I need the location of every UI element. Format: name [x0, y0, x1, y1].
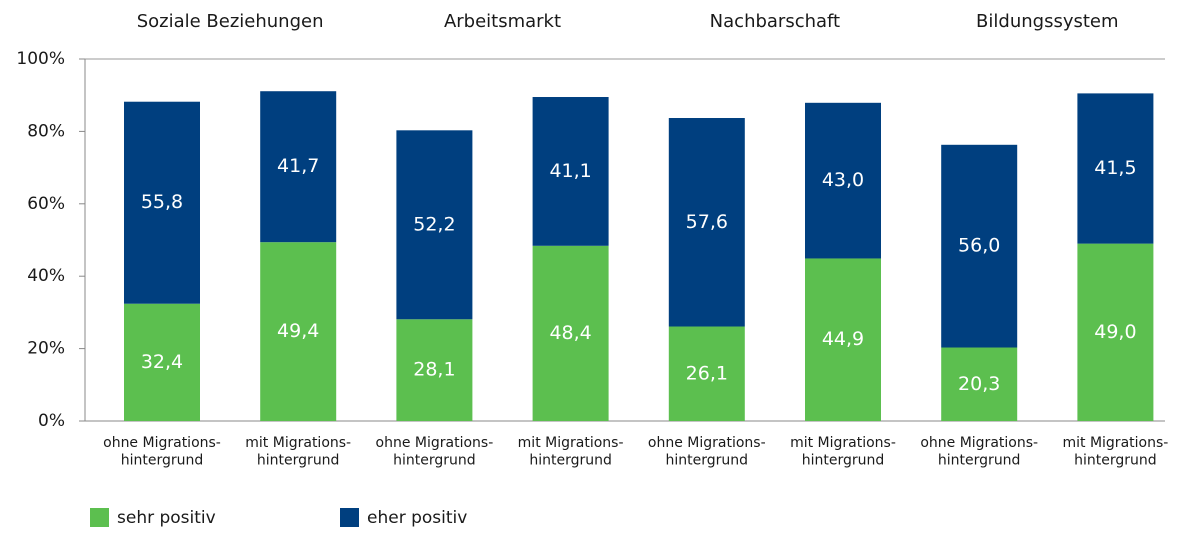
bar-segment	[260, 242, 337, 421]
bar-segment	[532, 97, 609, 246]
bar-segment	[124, 303, 200, 421]
value-label: 49,4	[277, 320, 319, 342]
bar-segment	[805, 258, 881, 421]
bar-segment	[668, 326, 745, 421]
bar-segment	[124, 101, 200, 304]
x-tick-label: ohne Migrations-hintergrund	[648, 435, 766, 469]
value-label: 52,2	[413, 213, 455, 235]
x-tick-label: mit Migrations-hintergrund	[518, 435, 624, 469]
x-tick-label: mit Migrations-hintergrund	[1062, 435, 1168, 469]
value-label: 43,0	[822, 169, 864, 191]
bar-segment	[1077, 243, 1154, 421]
bar-segment	[532, 245, 609, 421]
value-label: 41,5	[1094, 157, 1136, 179]
y-tick-label: 60%	[27, 194, 65, 214]
bar-segment	[805, 102, 881, 259]
bar-segment	[396, 319, 473, 421]
value-label: 41,7	[277, 155, 319, 177]
value-label: 20,3	[958, 373, 1000, 395]
y-tick-label: 80%	[27, 121, 65, 141]
legend-label: sehr positiv	[117, 508, 216, 528]
bar-segment	[668, 118, 745, 327]
bar-segment	[396, 130, 473, 320]
value-label: 49,0	[1094, 321, 1136, 343]
value-label: 28,1	[413, 359, 455, 381]
x-tick-label: ohne Migrations-hintergrund	[103, 435, 221, 469]
group-label: Nachbarschaft	[710, 11, 840, 32]
bar-segment	[941, 347, 1018, 421]
y-tick-label: 100%	[16, 49, 65, 69]
bar-segment	[260, 91, 337, 243]
value-label: 56,0	[958, 235, 1000, 257]
legend-swatch	[90, 508, 109, 527]
x-tick-label: ohne Migrations-hintergrund	[376, 435, 494, 469]
value-label: 44,9	[822, 328, 864, 350]
y-tick-label: 40%	[27, 266, 65, 286]
legend-swatch	[340, 508, 359, 527]
value-label: 55,8	[141, 191, 183, 213]
group-label: Bildungssystem	[976, 11, 1118, 32]
x-tick-label: mit Migrations-hintergrund	[790, 435, 896, 469]
bar-segment	[941, 144, 1018, 348]
legend-label: eher positiv	[367, 508, 467, 528]
bar-segment	[1077, 93, 1154, 244]
value-label: 57,6	[686, 211, 728, 233]
group-label: Arbeitsmarkt	[444, 11, 561, 32]
value-label: 48,4	[549, 322, 591, 344]
y-tick-label: 20%	[27, 339, 65, 359]
value-label: 41,1	[549, 160, 591, 182]
value-label: 26,1	[686, 362, 728, 384]
x-tick-label: mit Migrations-hintergrund	[245, 435, 351, 469]
y-tick-label: 0%	[38, 411, 65, 431]
x-tick-label: ohne Migrations-hintergrund	[920, 435, 1038, 469]
group-label: Soziale Beziehungen	[137, 11, 324, 32]
value-label: 32,4	[141, 351, 183, 373]
